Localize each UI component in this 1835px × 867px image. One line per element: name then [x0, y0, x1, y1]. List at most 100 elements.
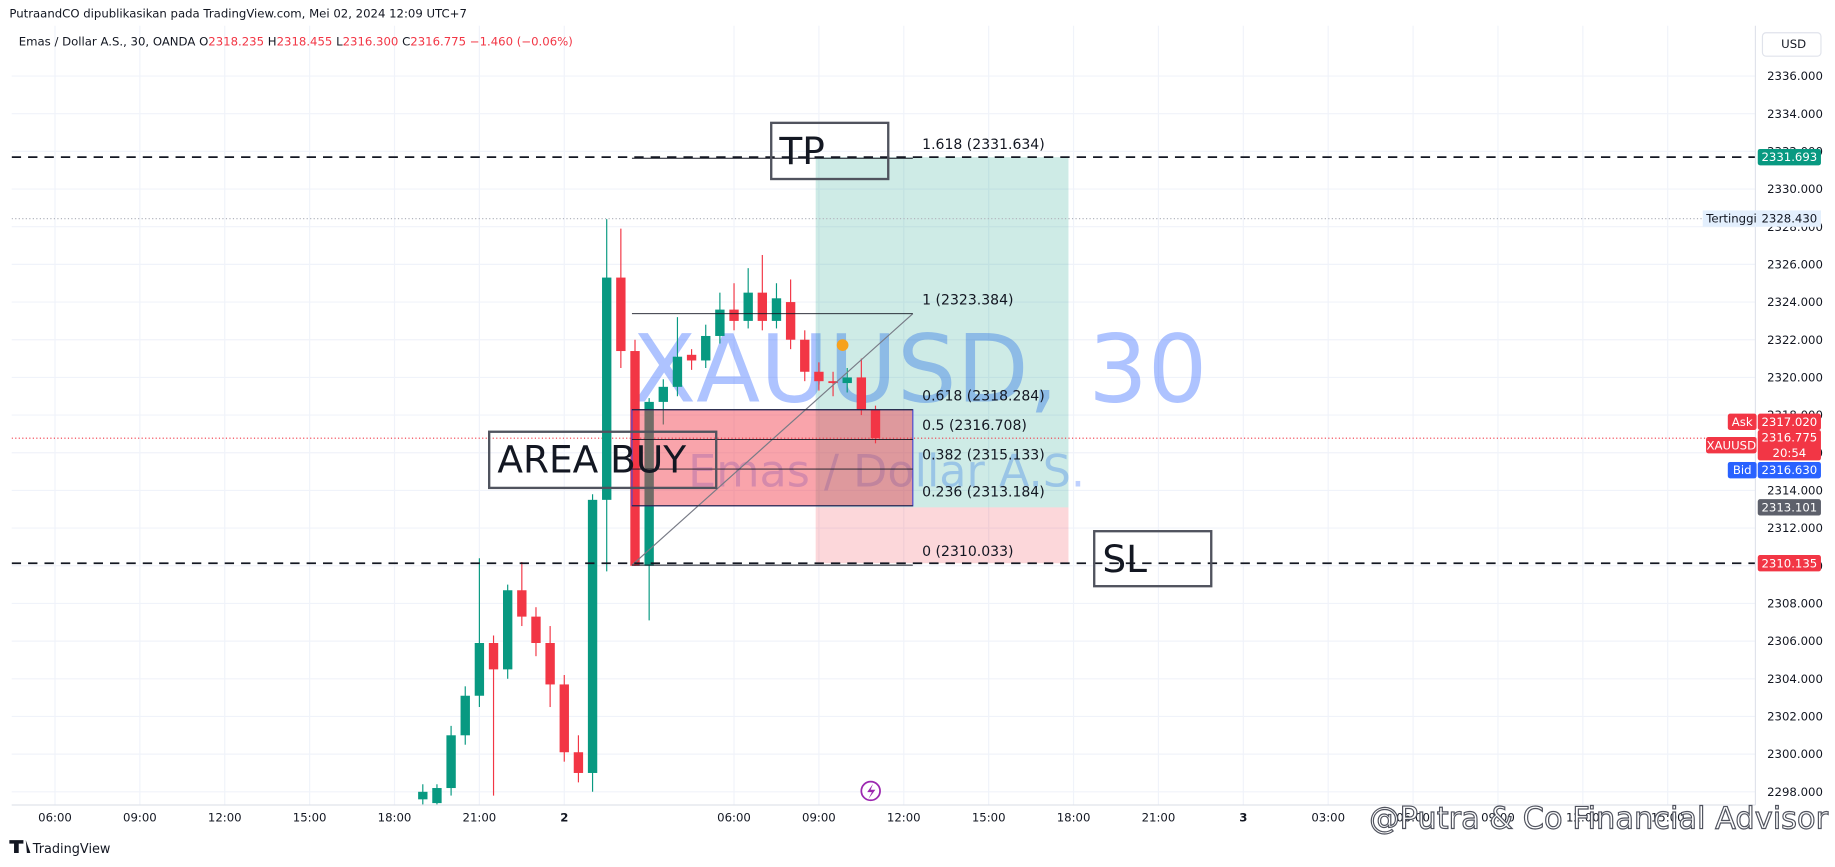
candle-body — [559, 684, 569, 753]
legend-open: 2318.235 — [208, 35, 264, 49]
x-tick-label: 06:00 — [1396, 810, 1430, 824]
fib-label: 0 (2310.033) — [922, 544, 1013, 560]
price-badge-label: 2316.630 — [1761, 463, 1817, 477]
price-badge-tag — [1727, 461, 1757, 479]
price-badge-tag — [1706, 436, 1757, 454]
price-badge-tag-label: Ask — [1732, 415, 1753, 429]
candle-body — [460, 695, 470, 736]
area-box[interactable] — [488, 430, 718, 490]
x-tick-label: 06:00 — [38, 810, 72, 824]
candle-body — [545, 642, 555, 685]
legend: Emas / Dollar A.S., 30, OANDA O2318.235 … — [19, 35, 573, 49]
credit-watermark: @Putra & Co Financial Advisor — [1369, 801, 1828, 836]
y-tick-label: 2324.000 — [1767, 295, 1823, 309]
candle-body — [701, 335, 711, 361]
x-tick-label: 09:00 — [123, 810, 157, 824]
x-tick-label: 15:00 — [1651, 810, 1685, 824]
y-tick-label: 2314.000 — [1767, 484, 1823, 498]
high-value: 2328.430 — [1761, 212, 1817, 226]
x-tick-label: 21:00 — [463, 810, 497, 824]
candle-body — [616, 277, 626, 352]
area-label[interactable]: AREA BUY — [497, 438, 686, 482]
logo-icon — [9, 840, 31, 853]
price-badge — [1757, 461, 1821, 479]
annotations: TP AREA BUY SL — [488, 121, 1213, 802]
y-tick-label: 2306.000 — [1767, 634, 1823, 648]
currency-label[interactable]: USD — [1781, 37, 1806, 51]
candle-body — [573, 752, 584, 773]
legend-l: L — [336, 35, 343, 49]
candle-body — [870, 409, 881, 439]
currency-button[interactable] — [1761, 32, 1822, 57]
fib-label: 0.5 (2316.708) — [922, 418, 1027, 434]
tp-label[interactable]: TP — [778, 129, 824, 173]
candle-body — [800, 339, 810, 372]
watermark-symbol: XAUUSD, 30 — [632, 315, 1207, 424]
x-tick-label: 18:00 — [378, 810, 412, 824]
axes: 2298.000 2300.000 2302.000 2304.000 2306.000… — [38, 69, 1823, 824]
candle-body — [418, 791, 428, 800]
x-tick-label: 15:00 — [293, 810, 327, 824]
legend-c: C — [402, 35, 410, 49]
high-badge — [1702, 210, 1821, 227]
fib-label: 1 (2323.384) — [922, 292, 1013, 308]
candle-body — [828, 381, 838, 384]
price-badge-label: 2313.101 — [1761, 500, 1817, 514]
alert-dot[interactable] — [836, 339, 849, 352]
price-badge-tag — [1727, 413, 1757, 431]
candle-body — [531, 616, 541, 643]
price-badge-label: 2331.693 — [1761, 150, 1817, 164]
x-tick-label: 06:00 — [717, 810, 751, 824]
y-tick-label: 2320.000 — [1767, 371, 1823, 385]
candle-body — [856, 377, 867, 410]
legend-close: 2316.775 — [410, 35, 466, 49]
publisher-line: PutraandCO dipublikasikan pada TradingVi… — [9, 7, 467, 21]
y-tick-label: 2298.000 — [1767, 785, 1823, 799]
y-tick-label: 2334.000 — [1767, 107, 1823, 121]
candle-body — [686, 354, 697, 361]
tp-box[interactable] — [770, 121, 890, 181]
x-tick-label: 12:00 — [1566, 810, 1600, 824]
price-badge-label: 2310.135 — [1761, 556, 1817, 570]
candle-body — [672, 356, 683, 387]
take-profit-zone — [815, 157, 1069, 508]
y-tick-label: 2312.000 — [1767, 521, 1823, 535]
price-badge-label: 2317.020 — [1761, 415, 1817, 429]
watermark: XAUUSD, 30 Emas / Dollar A.S. — [632, 315, 1207, 497]
legend-change: −1.460 (−0.06%) — [470, 35, 573, 49]
y-tick-label: 2308.000 — [1767, 597, 1823, 611]
candles — [418, 219, 881, 805]
event-bolt — [867, 783, 876, 800]
sl-box[interactable] — [1093, 530, 1213, 588]
fib-label: 0.382 (2315.133) — [922, 448, 1045, 464]
candle-body — [757, 292, 768, 321]
price-badge — [1757, 413, 1821, 431]
price-badge — [1757, 499, 1821, 516]
price-badge-tag-label: XAUUSD — [1707, 438, 1757, 452]
x-tick-label: 15:00 — [972, 810, 1006, 824]
footer-logo: TradingView — [32, 842, 111, 857]
grid — [11, 25, 1756, 805]
candle-body — [602, 277, 612, 500]
sl-label[interactable]: SL — [1102, 537, 1147, 581]
price-badge — [1757, 555, 1821, 572]
x-tick-label: 03:00 — [1311, 810, 1345, 824]
candle-body — [715, 309, 725, 336]
candle-body — [814, 371, 824, 382]
candle-body — [658, 386, 668, 402]
candle-body — [517, 590, 527, 617]
y-tick-label: 2336.000 — [1767, 69, 1823, 83]
fib-label: 0.618 (2318.284) — [922, 388, 1045, 404]
candle-body — [488, 642, 499, 670]
legend-o: O — [199, 35, 208, 49]
y-tick-label: 2304.000 — [1767, 672, 1823, 686]
candle-body — [503, 590, 513, 670]
y-tick-label: 2326.000 — [1767, 257, 1823, 271]
legend-high: 2318.455 — [277, 35, 333, 49]
x-tick-label: 12:00 — [208, 810, 242, 824]
fib-label: 1.618 (2331.634) — [922, 137, 1045, 153]
y-tick-label: 2300.000 — [1767, 747, 1823, 761]
